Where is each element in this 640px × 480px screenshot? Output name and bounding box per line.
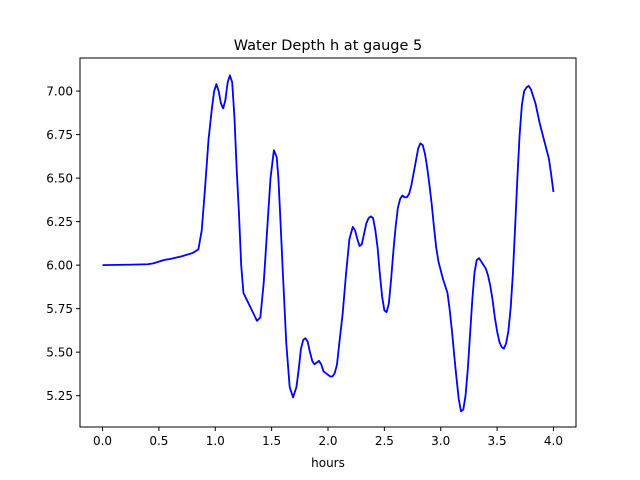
y-tick-label: 6.00 bbox=[46, 258, 73, 272]
x-axis-label: hours bbox=[311, 456, 345, 470]
axes-frame bbox=[79, 57, 577, 428]
chart-title: Water Depth h at gauge 5 bbox=[234, 38, 422, 54]
x-tick-label: 1.0 bbox=[206, 434, 225, 448]
x-axis: 0.0 0.5 1.0 1.5 2.0 2.5 3.0 3.5 4.0 bbox=[93, 427, 563, 448]
x-tick-label: 3.0 bbox=[431, 434, 450, 448]
y-tick-label: 6.75 bbox=[46, 128, 73, 142]
y-tick-label: 5.25 bbox=[46, 389, 73, 403]
x-tick-label: 4.0 bbox=[544, 434, 563, 448]
x-tick-label: 0.5 bbox=[149, 434, 168, 448]
plot-area bbox=[79, 57, 577, 428]
x-tick-label: 0.0 bbox=[93, 434, 112, 448]
y-tick-label: 7.00 bbox=[46, 84, 73, 98]
x-tick-label: 2.5 bbox=[375, 434, 394, 448]
x-tick-label: 3.5 bbox=[488, 434, 507, 448]
y-axis: 5.25 5.50 5.75 6.00 6.25 6.50 6.75 7.00 bbox=[46, 84, 80, 403]
x-tick-label: 2.0 bbox=[318, 434, 337, 448]
y-tick-label: 6.50 bbox=[46, 171, 73, 185]
series-line bbox=[102, 74, 555, 413]
y-tick-label: 6.25 bbox=[46, 215, 73, 229]
y-tick-label: 5.75 bbox=[46, 302, 73, 316]
y-tick-label: 5.50 bbox=[46, 345, 73, 359]
x-tick-label: 1.5 bbox=[262, 434, 281, 448]
